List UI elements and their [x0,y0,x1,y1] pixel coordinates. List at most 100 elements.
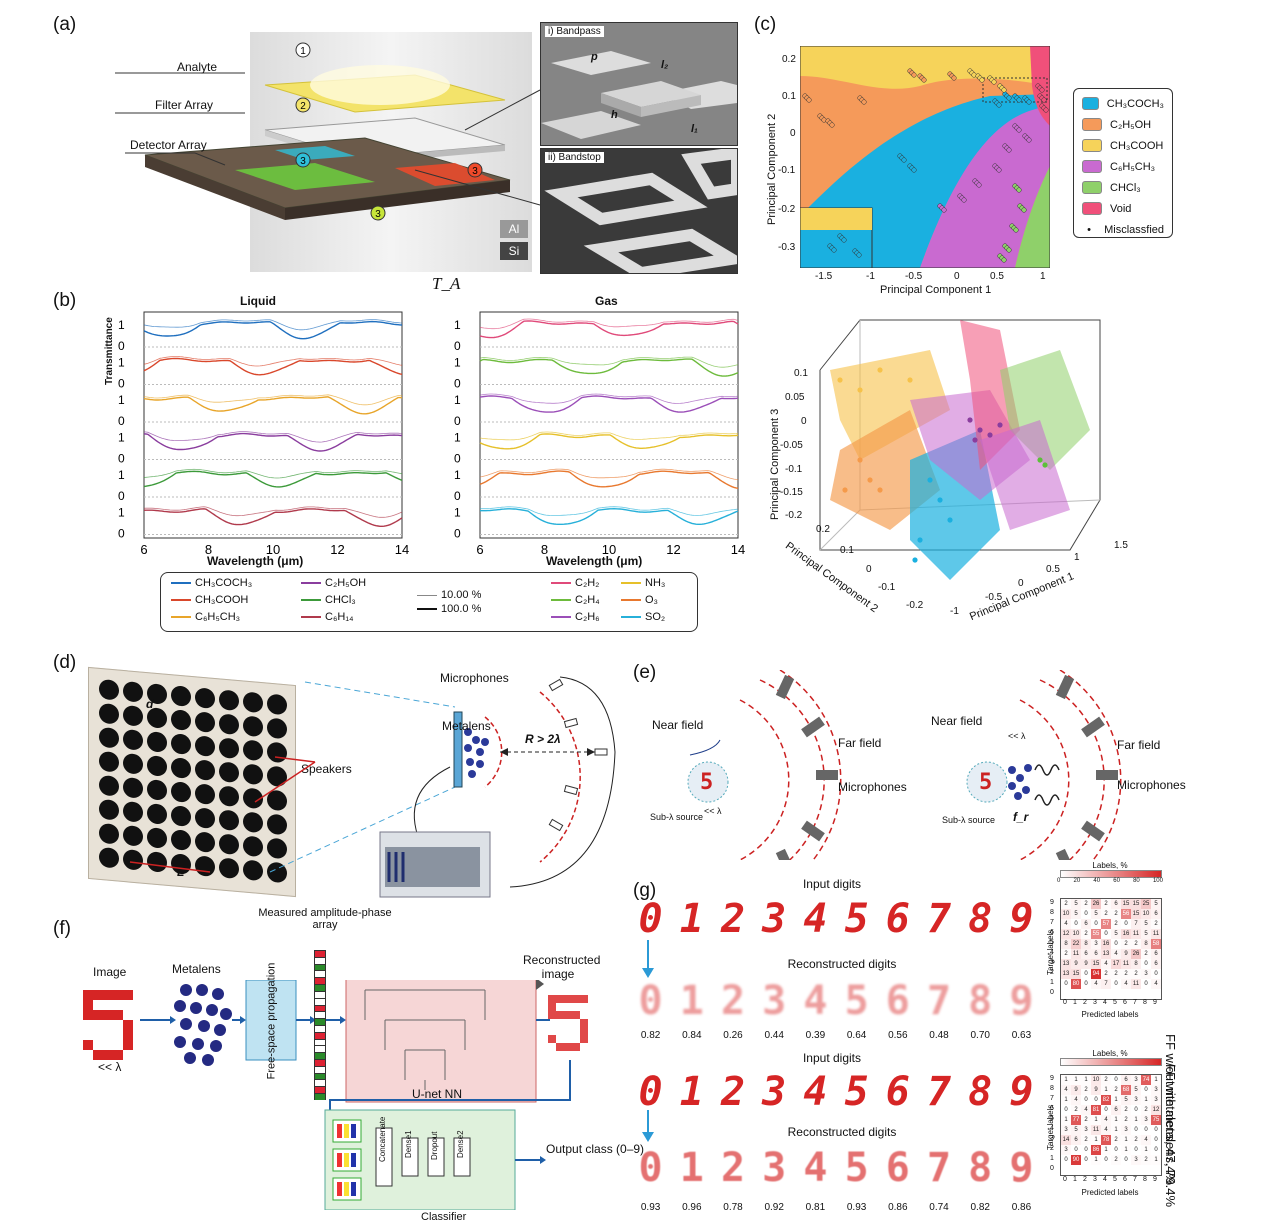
pca3d-point [927,477,933,483]
speaker-spacing-d: d [146,697,154,711]
pca-point [831,247,837,253]
pixel [564,995,572,1003]
pixel [556,1043,564,1051]
cm-cell: 8 [1081,939,1091,949]
cm-ytick: 1 [1050,979,1054,986]
pixel [83,1020,93,1030]
spectrum-curve [479,470,739,489]
spectrum-curve [479,358,739,377]
image-label: Image [93,965,127,979]
bandpass-inset: i) Bandpass p l₂ l₁ h [540,22,738,146]
spectrum-curve [143,320,403,340]
microphones-right: Microphones [1117,778,1186,792]
digit-2: 2 [720,896,746,942]
pc1-xlabel: Principal Component 1 [880,284,992,296]
layer-dense1: Dense1 [404,1130,413,1158]
score: 0.74 [929,1202,949,1213]
cm-cell: 2 [1144,951,1148,957]
digit-1: 1 [679,1145,704,1191]
pixel [83,990,93,1000]
digit-source-left: 5 [700,770,714,795]
pixel [113,990,123,1000]
confusion-matrix-without: 2 5 2 26 2 6 15 15 25 5 10 5 0 5 2 2 56 15 10 6 4 0 6 0 57 2 0 7 5 2 1… [1060,898,1162,1000]
pca-2d-plot [800,46,1050,268]
xtick-label: 10 [266,542,280,557]
cm-cell: 6 [1151,959,1161,969]
panel-label-g: (g) [633,880,657,901]
pc2-3d-tick-2: 0 [866,564,872,575]
pca-point [841,237,847,243]
pca3d-point [877,487,883,493]
cm-cell: 15 [1091,959,1101,969]
cm-cell: 3 [1081,1125,1091,1135]
digit-6: 6 [885,978,910,1024]
cm-cell: 1 [1094,1117,1098,1123]
cm-cell: 3 [1061,1145,1071,1155]
digit-5: 5 [844,896,869,942]
pixel [103,1020,113,1030]
pixel [548,1027,556,1035]
legend-item-chloroform: CHCl₃ [325,594,356,606]
cm-cell: 0 [1064,1107,1068,1113]
pc2-tick-0: 0.2 [782,54,796,65]
cm-cell: 4 [1061,919,1071,929]
cm-cell: 2 [1144,1107,1148,1113]
pc2-tick-1: 0.1 [782,91,796,102]
pc1-3d-tick-0: -1 [950,606,959,617]
panel-label-e: (e) [633,662,657,683]
panel-label-b: (b) [53,290,77,311]
pixel [83,1050,93,1060]
cm-cell: 6 [1071,1135,1081,1145]
array-cell [314,990,326,998]
spectrum-curve [480,506,739,516]
ytick-one: 1 [118,468,125,482]
digit-7: 7 [926,1069,952,1115]
cm-scale-2: Labels, % [1060,1049,1162,1068]
cm-cell: 4 [1101,1115,1111,1125]
far-field-left: Far field [838,736,882,750]
cm-cell: 4 [1081,1105,1091,1115]
cm-cell: 10 [1071,929,1081,939]
pca3d-point [972,437,978,443]
legend-item-c2h6: C₂H₆ [575,611,600,623]
speakers-label: Speakers [301,762,352,776]
cm-ytick: 9 [1050,899,1054,906]
array-cell [314,1059,326,1066]
spectrum-curve [143,506,403,518]
pc1-tick-5: 1 [1040,271,1046,282]
digit-2: 2 [720,978,746,1024]
pixel [564,1027,572,1035]
pca-point [979,77,985,83]
pca-point [1013,227,1019,233]
cm-ytick: 7 [1050,1095,1054,1102]
cm-cell: 68 [1121,1085,1131,1095]
material-al: Al [500,220,528,238]
digit-9: 9 [1009,1069,1034,1115]
digit-9: 9 [1009,896,1034,942]
xtick-label: 12 [666,542,680,557]
cm-xtick: 6 [1123,1176,1127,1183]
cm-cell: 2 [1124,1107,1128,1113]
cm-cell: 11 [1071,949,1081,959]
pc3-tick-1: 0.05 [785,392,805,403]
cm-cell: 81 [1091,1105,1101,1115]
cm-cell: 11 [1121,959,1131,969]
pixel [123,1000,133,1010]
pixel [83,1030,93,1040]
array-cell [314,1038,326,1046]
pca3d-point [907,377,913,383]
cm-cell: 7 [1131,919,1141,929]
score: 0.44 [764,1030,784,1041]
pc2-tick-3: -0.1 [778,165,796,176]
digit-0: 0 [638,1145,663,1191]
legend-item-hexane: C₆H₁₄ [325,611,354,623]
spectrum-curve [143,431,403,443]
cm-cell: 0 [1084,981,1088,987]
score: 0.56 [888,1030,908,1041]
layer-concatenate: Concatenate [378,1116,387,1162]
svg-text:1: 1 [300,46,306,57]
cm-cell: 80 [1071,979,1081,989]
spectrum-curve [143,394,403,406]
cm1-pred-label: Predicted labels [1081,1010,1139,1019]
cm-xtick: 4 [1103,1176,1107,1183]
